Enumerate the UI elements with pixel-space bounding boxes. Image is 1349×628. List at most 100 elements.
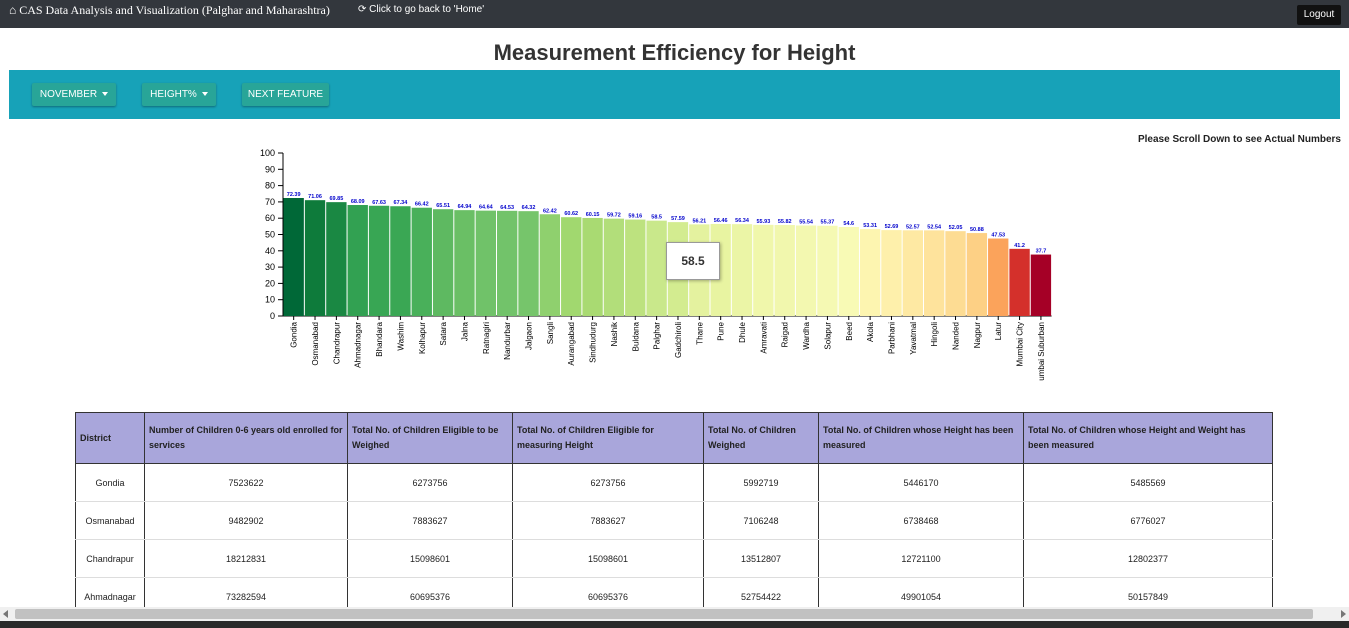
x-tick-label: Nandurbar [503,322,512,360]
header-weighed: Total No. of Children Weighed [703,412,819,464]
bar-value-label: 37.7 [1036,249,1047,255]
bar [518,211,539,316]
x-tick-label: Akola [866,321,875,342]
table-cell: 9482902 [144,501,348,540]
bar-value-label: 65.51 [436,203,450,209]
scroll-left-icon[interactable] [3,610,8,618]
bar-value-label: 52.57 [906,224,920,230]
x-tick-label: Aurangabad [567,322,576,366]
bar [561,217,582,316]
bar-value-label: 67.34 [394,200,409,206]
bar-value-label: 56.34 [735,218,750,224]
refresh-icon: ⟳ [358,4,367,15]
x-tick-label: Palghar [653,322,662,350]
y-tick-label: 50 [265,230,275,240]
bar-value-label: 52.05 [949,225,963,231]
bar-value-label: 67.63 [372,200,386,206]
x-tick-label: Ahmadnagar [354,322,363,368]
x-tick-label: Satara [439,321,448,345]
bar [817,225,838,316]
bar [753,224,774,316]
header-height-weight-measured: Total No. of Children whose Height and W… [1023,412,1273,464]
table-cell: 5992719 [703,463,819,502]
table-cell: Gondia [75,463,145,502]
month-dropdown[interactable]: NOVEMBER [32,83,116,106]
bar-value-label: 55.54 [799,219,814,225]
caret-down-icon [102,92,109,97]
bar [539,214,561,316]
brand-link[interactable]: ⌂ CAS Data Analysis and Visualization (P… [9,3,330,18]
y-tick-label: 20 [265,278,275,288]
horizontal-scrollbar[interactable] [0,607,1349,621]
district-data-table: District Number of Children 0-6 years ol… [75,412,1273,616]
x-tick-label: Solapur [823,322,832,350]
x-tick-label: Yavatmal [909,322,918,355]
bar-value-label: 68.09 [351,199,365,205]
table-cell: 12802377 [1023,539,1273,578]
bar [411,207,432,316]
x-tick-label: Sindhudurg [589,322,598,363]
y-tick-label: 60 [265,213,275,223]
header-enrolled: Number of Children 0-6 years old enrolle… [144,412,348,464]
x-tick-label: Osmanabad [311,322,320,366]
bar [475,210,496,316]
bar [646,220,667,316]
metric-dropdown[interactable]: HEIGHT% [142,83,216,106]
header-district: District [75,412,145,464]
table-cell: 6738468 [818,501,1024,540]
filter-toolbar: NOVEMBER HEIGHT% NEXT FEATURE [9,70,1340,119]
back-home-link[interactable]: ⟳ Click to go back to 'Home' [358,4,484,15]
x-tick-label: Beed [845,322,854,341]
table-cell: 7106248 [703,501,819,540]
bar [1030,254,1052,316]
month-dropdown-label: NOVEMBER [39,89,98,100]
bar [838,227,859,316]
bar-value-label: 72.39 [287,192,301,198]
y-tick-label: 80 [265,181,275,191]
next-feature-button[interactable]: NEXT FEATURE [242,83,329,106]
table-cell: 6273756 [512,463,704,502]
x-tick-label: Gondia [290,321,299,347]
bar [390,206,411,316]
table-row: Chandrapur 18212831 15098601 15098601 13… [75,539,1273,578]
x-tick-label: Raigad [781,322,790,347]
logout-button[interactable]: Logout [1297,5,1341,25]
bar-value-label: 54.6 [843,221,854,227]
bar [731,224,753,316]
header-eligible-weighed: Total No. of Children Eligible to be Wei… [347,412,513,464]
bar [304,200,326,316]
bar [1009,248,1030,316]
table-row: Gondia 7523622 6273756 6273756 5992719 5… [75,463,1273,502]
bar [454,210,475,316]
x-tick-label: Wardha [802,321,811,349]
bar [902,230,923,316]
bar [625,219,646,316]
scroll-right-icon[interactable] [1341,610,1346,618]
bar [582,217,603,316]
bar [432,209,454,316]
x-tick-label: Washim [396,322,405,351]
top-navbar: ⌂ CAS Data Analysis and Visualization (P… [0,0,1349,28]
bar [368,205,390,316]
scrollbar-thumb[interactable] [15,609,1313,619]
back-home-label: Click to go back to 'Home' [369,4,485,15]
metric-dropdown-label: HEIGHT% [150,89,197,100]
y-tick-label: 90 [265,164,275,174]
bar [945,231,966,316]
table-header-row: District Number of Children 0-6 years ol… [75,412,1273,464]
header-height-measured: Total No. of Children whose Height has b… [818,412,1024,464]
bar-value-label: 59.72 [607,213,621,219]
x-tick-label: Nagpur [973,322,982,349]
y-tick-label: 30 [265,262,275,272]
bar-value-label: 56.21 [692,218,706,224]
bar-value-label: 53.31 [863,223,877,229]
x-tick-label: Dhule [738,321,747,342]
x-tick-label: Nanded [952,322,961,350]
x-tick-label: Hingoli [930,322,939,347]
y-tick-label: 0 [270,311,275,321]
home-icon: ⌂ [9,3,17,17]
x-tick-label: Jalna [460,321,469,341]
bar-value-label: 56.46 [714,218,728,224]
bar-value-label: 62.42 [543,208,557,214]
bar-value-label: 58.5 [651,215,662,221]
